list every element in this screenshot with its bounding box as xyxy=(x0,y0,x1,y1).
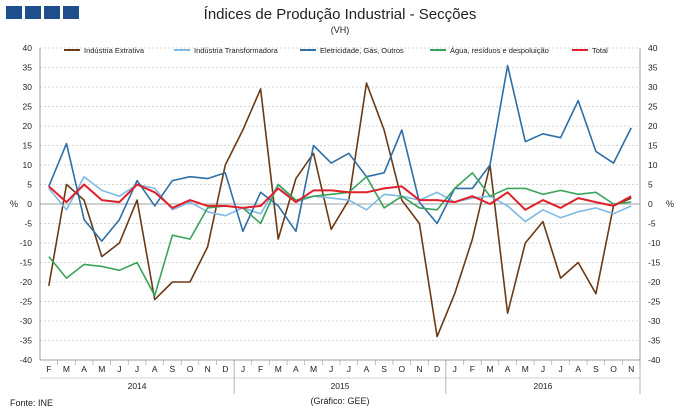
y-tick-label-right: -5 xyxy=(648,219,656,229)
x-tick-label: J xyxy=(347,364,351,374)
x-tick-label: J xyxy=(135,364,139,374)
y-tick-label-right: -40 xyxy=(648,355,661,365)
logo-block-1 xyxy=(6,6,22,19)
y-tick-label-right: -20 xyxy=(648,277,661,287)
x-tick-label: J xyxy=(558,364,562,374)
y-axis-label-left: % xyxy=(10,199,18,209)
x-tick-label: D xyxy=(222,364,228,374)
source-note: Fonte: INE xyxy=(10,398,54,408)
x-tick-label: M xyxy=(98,364,105,374)
legend-entry: Eletricidade, Gás, Outros xyxy=(320,46,404,55)
y-tick-label-left: 0 xyxy=(27,199,32,209)
x-tick-label: M xyxy=(63,364,70,374)
logo-block-3 xyxy=(44,6,60,19)
y-axis-label-right: % xyxy=(666,199,674,209)
x-tick-label: A xyxy=(575,364,581,374)
y-tick-label-left: -25 xyxy=(20,297,33,307)
series-line xyxy=(48,175,632,223)
x-tick-label: J xyxy=(117,364,121,374)
y-tick-label-right: 0 xyxy=(648,199,653,209)
y-tick-label-left: 35 xyxy=(23,63,33,73)
y-tick-label-left: 15 xyxy=(23,141,33,151)
x-tick-label: S xyxy=(593,364,599,374)
series-line xyxy=(48,172,632,297)
x-tick-label: A xyxy=(293,364,299,374)
y-tick-label-right: -15 xyxy=(648,258,661,268)
chart-credit: (Gráfico: GEE) xyxy=(310,396,370,406)
logo-block-2 xyxy=(25,6,41,19)
chart-title: Índices de Produção Industrial - Secções xyxy=(203,6,477,23)
y-tick-label-right: -25 xyxy=(648,297,661,307)
x-tick-label: N xyxy=(628,364,634,374)
y-tick-label-left: -20 xyxy=(20,277,33,287)
x-tick-label: S xyxy=(170,364,176,374)
y-tick-label-left: 20 xyxy=(23,121,33,131)
x-tick-label: J xyxy=(453,364,457,374)
y-tick-label-right: -35 xyxy=(648,336,661,346)
year-label: 2015 xyxy=(331,381,350,391)
x-tick-label: M xyxy=(275,364,282,374)
y-tick-label-left: -35 xyxy=(20,336,33,346)
year-label: 2016 xyxy=(533,381,552,391)
legend-entry: Indústria Transformadora xyxy=(194,46,279,55)
x-tick-label: O xyxy=(187,364,194,374)
x-tick-label: A xyxy=(505,364,511,374)
y-tick-label-left: 5 xyxy=(27,180,32,190)
y-tick-label-right: 40 xyxy=(648,43,658,53)
y-tick-label-right: 20 xyxy=(648,121,658,131)
x-tick-label: O xyxy=(398,364,405,374)
legend-entry: Total xyxy=(592,46,608,55)
y-tick-label-left: -40 xyxy=(20,355,33,365)
legend-entry: Água, resíduos e despoluição xyxy=(450,46,549,55)
x-tick-label: M xyxy=(486,364,493,374)
series-line xyxy=(48,183,632,211)
x-tick-label: A xyxy=(152,364,158,374)
series-line xyxy=(48,64,632,242)
y-tick-label-right: 10 xyxy=(648,160,658,170)
x-tick-label: M xyxy=(310,364,317,374)
ine-logo xyxy=(6,6,79,19)
x-tick-label: J xyxy=(329,364,333,374)
legend-entry: Indústria Extrativa xyxy=(84,46,145,55)
logo-block-4 xyxy=(63,6,79,19)
y-tick-label-right: 30 xyxy=(648,82,658,92)
y-tick-label-right: 25 xyxy=(648,102,658,112)
y-tick-label-left: -15 xyxy=(20,258,33,268)
x-tick-label: D xyxy=(434,364,440,374)
y-tick-label-right: 5 xyxy=(648,180,653,190)
y-tick-label-left: -5 xyxy=(24,219,32,229)
x-tick-label: M xyxy=(522,364,529,374)
x-tick-label: A xyxy=(364,364,370,374)
series-line xyxy=(48,82,632,338)
y-tick-label-right: -10 xyxy=(648,238,661,248)
y-tick-label-right: 15 xyxy=(648,141,658,151)
y-tick-label-right: 35 xyxy=(648,63,658,73)
chart-subtitle: (VH) xyxy=(330,25,350,35)
y-tick-label-left: -30 xyxy=(20,316,33,326)
x-tick-label: S xyxy=(381,364,387,374)
y-tick-label-right: -30 xyxy=(648,316,661,326)
x-tick-label: N xyxy=(205,364,211,374)
x-tick-label: N xyxy=(416,364,422,374)
x-tick-label: F xyxy=(46,364,51,374)
y-tick-label-left: 25 xyxy=(23,102,33,112)
x-tick-label: J xyxy=(541,364,545,374)
x-tick-label: O xyxy=(610,364,617,374)
x-tick-label: A xyxy=(81,364,87,374)
x-tick-label: J xyxy=(241,364,245,374)
y-tick-label-left: 30 xyxy=(23,82,33,92)
x-tick-label: F xyxy=(258,364,263,374)
y-tick-label-left: 40 xyxy=(23,43,33,53)
year-label: 2014 xyxy=(128,381,147,391)
y-tick-label-left: -10 xyxy=(20,238,33,248)
y-tick-label-left: 10 xyxy=(23,160,33,170)
x-tick-label: F xyxy=(470,364,475,374)
